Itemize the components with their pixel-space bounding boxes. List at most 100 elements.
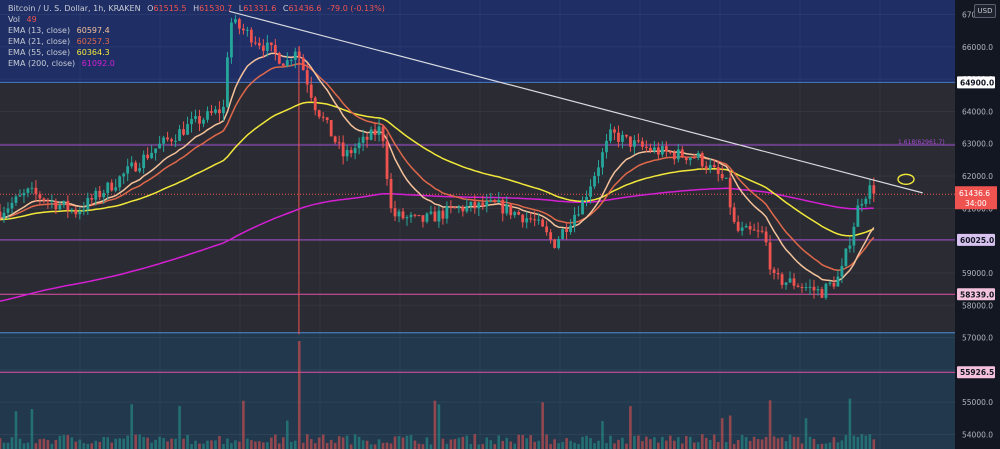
volume-bar bbox=[533, 441, 536, 449]
volume-bar bbox=[696, 442, 700, 449]
candle bbox=[241, 23, 245, 35]
candle-body bbox=[214, 109, 217, 113]
volume-bar bbox=[780, 437, 784, 449]
candle-body bbox=[114, 187, 118, 191]
fib-label: 1.618(62961.7) bbox=[898, 139, 945, 146]
ohlc-low: 61331.6 bbox=[243, 4, 277, 13]
volume-bar bbox=[800, 443, 804, 449]
candle-body bbox=[585, 196, 588, 200]
ohlc-open: 61515.5 bbox=[153, 4, 187, 13]
candle-body bbox=[828, 282, 832, 284]
volume-bar bbox=[421, 444, 425, 449]
candle-body bbox=[537, 219, 541, 221]
candle-body bbox=[601, 152, 604, 168]
volume-bar bbox=[274, 434, 277, 449]
candle-body bbox=[473, 201, 477, 209]
candle-body bbox=[736, 221, 740, 231]
candle bbox=[704, 161, 708, 174]
volume-bar bbox=[230, 443, 233, 449]
legend-ema55-row[interactable]: EMA (55, close) 60364.3 bbox=[8, 47, 385, 58]
candle-body bbox=[744, 226, 748, 228]
candle-body bbox=[409, 214, 413, 218]
volume-bar bbox=[816, 444, 820, 449]
candle bbox=[178, 125, 181, 142]
candle-body bbox=[812, 286, 816, 291]
volume-bar bbox=[704, 437, 708, 449]
candle bbox=[553, 238, 557, 249]
candle-body bbox=[836, 276, 840, 287]
volume-bar bbox=[836, 442, 840, 449]
candle bbox=[768, 235, 772, 275]
candle bbox=[94, 187, 98, 206]
candle bbox=[0, 203, 2, 221]
candle-body bbox=[377, 126, 381, 136]
candle bbox=[545, 221, 549, 236]
legend-ema21-row[interactable]: EMA (21, close) 60257.3 bbox=[8, 36, 385, 47]
volume-bar bbox=[457, 437, 461, 449]
legend-ema13-row[interactable]: EMA (13, close) 60597.4 bbox=[8, 25, 385, 36]
candle-body bbox=[62, 200, 66, 205]
candle bbox=[569, 219, 572, 235]
candle-body bbox=[253, 42, 257, 44]
candle bbox=[844, 248, 848, 268]
candle bbox=[868, 179, 872, 205]
candle bbox=[10, 197, 14, 214]
candle bbox=[309, 76, 313, 103]
candle-body bbox=[529, 218, 533, 220]
legend-ema200-row[interactable]: EMA (200, close) 61092.0 bbox=[8, 58, 385, 69]
candle bbox=[293, 47, 297, 69]
candle-body bbox=[816, 289, 820, 291]
candle bbox=[748, 221, 752, 235]
candle bbox=[648, 143, 652, 153]
ema21-label: EMA (21, close) bbox=[8, 37, 71, 46]
price-tick-label: 62000.0 bbox=[962, 172, 993, 181]
volume-bar bbox=[716, 442, 720, 449]
candle bbox=[317, 109, 321, 120]
candle-body bbox=[146, 154, 150, 159]
volume-bar bbox=[258, 441, 261, 449]
volume-bar bbox=[808, 436, 812, 449]
candle-body bbox=[190, 118, 193, 125]
countdown-label: 34:00 bbox=[965, 199, 987, 208]
trendline bbox=[229, 10, 923, 194]
candle-body bbox=[345, 150, 349, 157]
volume-bar bbox=[788, 434, 792, 449]
volume-bar bbox=[357, 436, 361, 449]
volume-value: 49 bbox=[26, 15, 37, 24]
candle bbox=[509, 204, 513, 220]
legend-title-row: Bitcoin / U. S. Dollar, 1h, KRAKEN O6151… bbox=[8, 4, 385, 13]
volume-bar bbox=[66, 435, 70, 449]
candle bbox=[756, 222, 760, 238]
volume-bar bbox=[669, 435, 672, 449]
candle bbox=[218, 101, 221, 122]
candle bbox=[656, 142, 660, 160]
level-badge-label-1: 60025.0 bbox=[960, 236, 994, 245]
volume-bar bbox=[234, 440, 237, 449]
candle-body bbox=[38, 194, 42, 199]
volume-label: Vol bbox=[8, 15, 20, 24]
legend-volume-row[interactable]: Vol 49 bbox=[8, 14, 385, 25]
candle bbox=[680, 146, 684, 159]
currency-button[interactable]: USD bbox=[974, 4, 996, 18]
volume-bar bbox=[864, 435, 868, 449]
level-badge-label-3: 55926.5 bbox=[960, 368, 994, 377]
candle-body bbox=[597, 167, 600, 177]
candle bbox=[513, 210, 517, 218]
candle-body bbox=[501, 199, 505, 214]
candle-body bbox=[728, 177, 732, 208]
candle bbox=[732, 202, 736, 224]
candle-body bbox=[429, 211, 433, 214]
candle bbox=[453, 206, 457, 209]
volume-bar bbox=[238, 441, 241, 449]
candle bbox=[22, 188, 26, 204]
candle-body bbox=[381, 126, 385, 142]
candle-body bbox=[684, 157, 688, 161]
candle-body bbox=[66, 200, 70, 211]
candle-body bbox=[788, 278, 792, 283]
volume-bar bbox=[728, 415, 732, 449]
resistance-zone bbox=[0, 0, 955, 83]
candle bbox=[736, 215, 740, 233]
candle-body bbox=[249, 29, 253, 43]
symbol-title: Bitcoin / U. S. Dollar, 1h, KRAKEN bbox=[8, 4, 141, 13]
